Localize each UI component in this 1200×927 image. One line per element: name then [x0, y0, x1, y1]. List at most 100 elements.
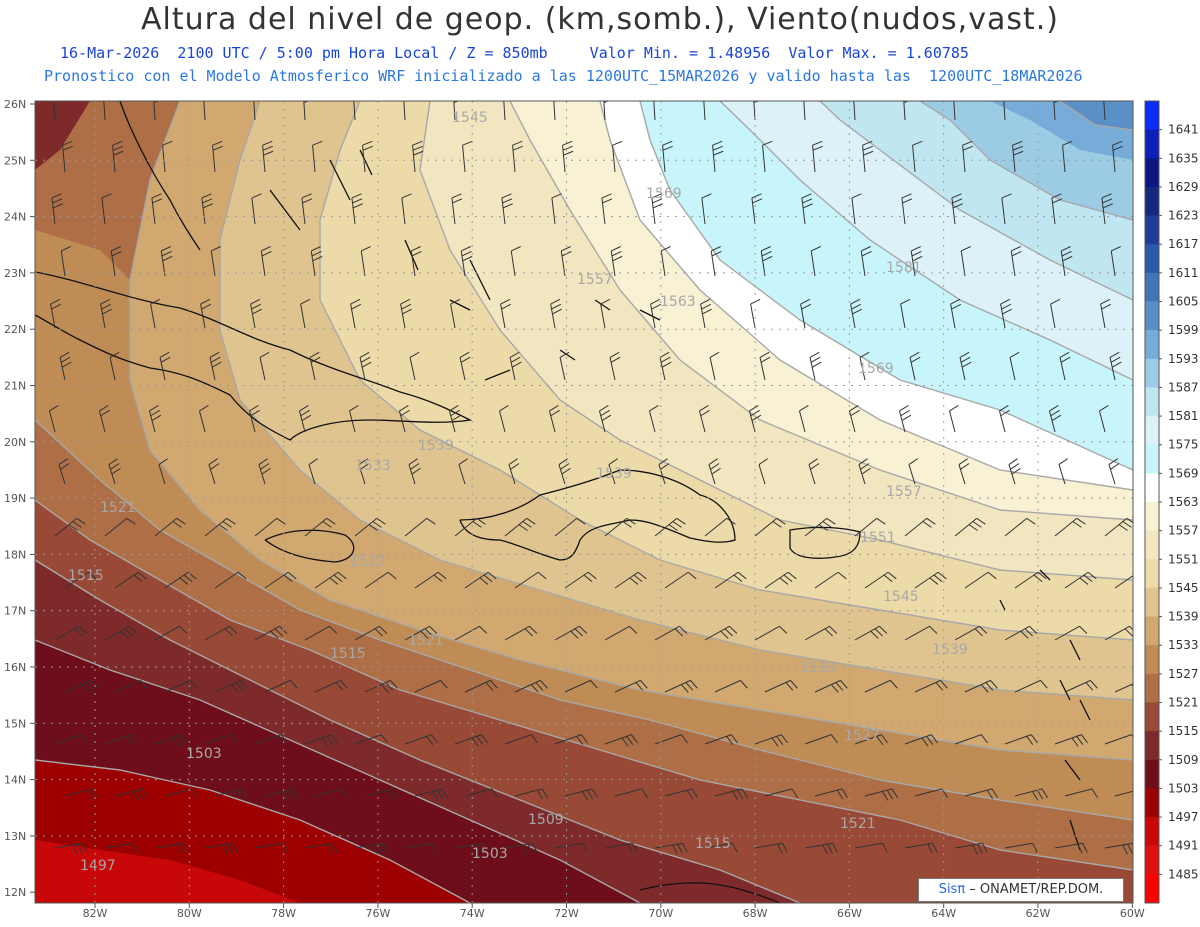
- wind-barb: [804, 842, 838, 855]
- wind-barb: [714, 788, 748, 801]
- map-title: Altura del nivel de geop. (km,somb.), Vi…: [141, 2, 1059, 37]
- wind-barb: [103, 101, 106, 121]
- wind-barb: [1004, 842, 1038, 853]
- wind-barb: [554, 625, 588, 641]
- wind-barb: [104, 734, 138, 745]
- contour-label: 1527: [844, 728, 880, 744]
- contour-label: 1569: [858, 361, 894, 377]
- wind-barb: [564, 788, 598, 801]
- wind-barb: [864, 788, 898, 801]
- wind-barb: [454, 842, 488, 854]
- wind-barb: [59, 351, 72, 381]
- wind-barb: [301, 193, 313, 225]
- wind-barb: [953, 101, 956, 121]
- wind-barb: [464, 788, 498, 799]
- wind-barb: [664, 571, 697, 589]
- wind-barb: [659, 351, 672, 381]
- wind-barb: [614, 571, 647, 589]
- wind-barb: [258, 458, 271, 485]
- wind-barb: [810, 246, 821, 277]
- wind-barb: [954, 734, 988, 745]
- wind-barb: [48, 405, 59, 433]
- wind-barb: [54, 625, 88, 641]
- colorbar-label: 1635: [1168, 151, 1199, 165]
- wind-barb: [1003, 101, 1006, 121]
- wind-barb: [759, 351, 771, 381]
- wind-barb: [714, 679, 748, 693]
- wind-barb: [653, 101, 656, 121]
- wind-barb: [664, 679, 698, 693]
- wind-barb: [109, 351, 120, 381]
- wind-barb: [60, 246, 71, 277]
- contour-label: 1527: [350, 554, 386, 570]
- contour-label: 1545: [883, 589, 919, 605]
- wind-barb: [1004, 517, 1036, 537]
- wind-barb: [448, 405, 462, 433]
- wind-barb: [1012, 140, 1024, 173]
- contour-label: 1551: [860, 530, 896, 546]
- wind-barb: [554, 734, 588, 745]
- wind-barb: [901, 193, 913, 225]
- wind-barb: [412, 140, 424, 173]
- wind-barb: [354, 625, 388, 641]
- wind-barb: [200, 298, 212, 329]
- contour-lines: [35, 101, 1133, 903]
- wind-barb: [209, 351, 222, 381]
- wind-barb: [1008, 458, 1021, 485]
- band-1539: [220, 101, 1133, 700]
- wind-barb: [401, 193, 412, 225]
- contour-label: 1503: [472, 846, 508, 862]
- band-1533: [130, 101, 1133, 760]
- wind-barb: [504, 842, 538, 855]
- wind-barb: [751, 193, 763, 225]
- colorbar-swatch: [1145, 301, 1159, 331]
- wind-barb: [204, 625, 238, 641]
- wind-barb: [758, 458, 768, 485]
- wind-barb: [651, 193, 663, 225]
- wind-barb: [853, 101, 856, 121]
- wind-barb: [354, 842, 388, 855]
- lon-label: 64W: [931, 907, 956, 920]
- wind-barb: [359, 351, 372, 381]
- wind-barb: [459, 351, 471, 381]
- wind-barb: [1103, 101, 1106, 121]
- wind-barb: [264, 788, 298, 801]
- wind-barb: [914, 679, 948, 693]
- colorbar-swatch: [1145, 215, 1159, 245]
- wind-barb: [1053, 101, 1060, 121]
- wind-barb: [162, 140, 173, 173]
- wind-barb: [262, 140, 274, 173]
- wind-barb: [564, 571, 597, 589]
- wind-barb: [964, 571, 997, 589]
- cuba-coast: [35, 271, 473, 441]
- wind-barb: [398, 405, 410, 433]
- colorbar-label: 1527: [1168, 667, 1199, 681]
- wind-barb: [814, 571, 847, 589]
- wind-barb: [764, 788, 798, 799]
- wind-barb: [453, 101, 460, 121]
- colorbar-label: 1611: [1168, 266, 1199, 280]
- wind-barb: [1054, 734, 1088, 747]
- colorbar-label: 1491: [1168, 839, 1199, 853]
- wind-barb: [204, 517, 236, 537]
- wind-barb: [748, 405, 762, 433]
- wind-barb: [854, 842, 888, 853]
- colorbar: [1144, 100, 1160, 904]
- wind-barb: [662, 140, 673, 173]
- wind-barb: [514, 679, 548, 693]
- wind-barb: [450, 298, 461, 329]
- wind-barb: [414, 571, 447, 589]
- colorbar-swatch: [1145, 444, 1159, 474]
- colorbar-swatch: [1145, 645, 1159, 675]
- wind-barb: [154, 625, 188, 641]
- wind-barb: [654, 517, 686, 537]
- wind-barb: [704, 842, 738, 853]
- wind-barb: [904, 517, 936, 537]
- wind-barb: [612, 140, 623, 173]
- lon-label: 76W: [365, 907, 390, 920]
- wind-barb: [703, 101, 706, 121]
- south-america-coast: [639, 882, 781, 903]
- longitude-axis: 82W 80W 78W 76W 74W 72W 70W 68W 66W 64W 62W 60W: [83, 903, 1145, 920]
- contour-label: 1521: [100, 500, 136, 516]
- wind-barb: [208, 458, 220, 485]
